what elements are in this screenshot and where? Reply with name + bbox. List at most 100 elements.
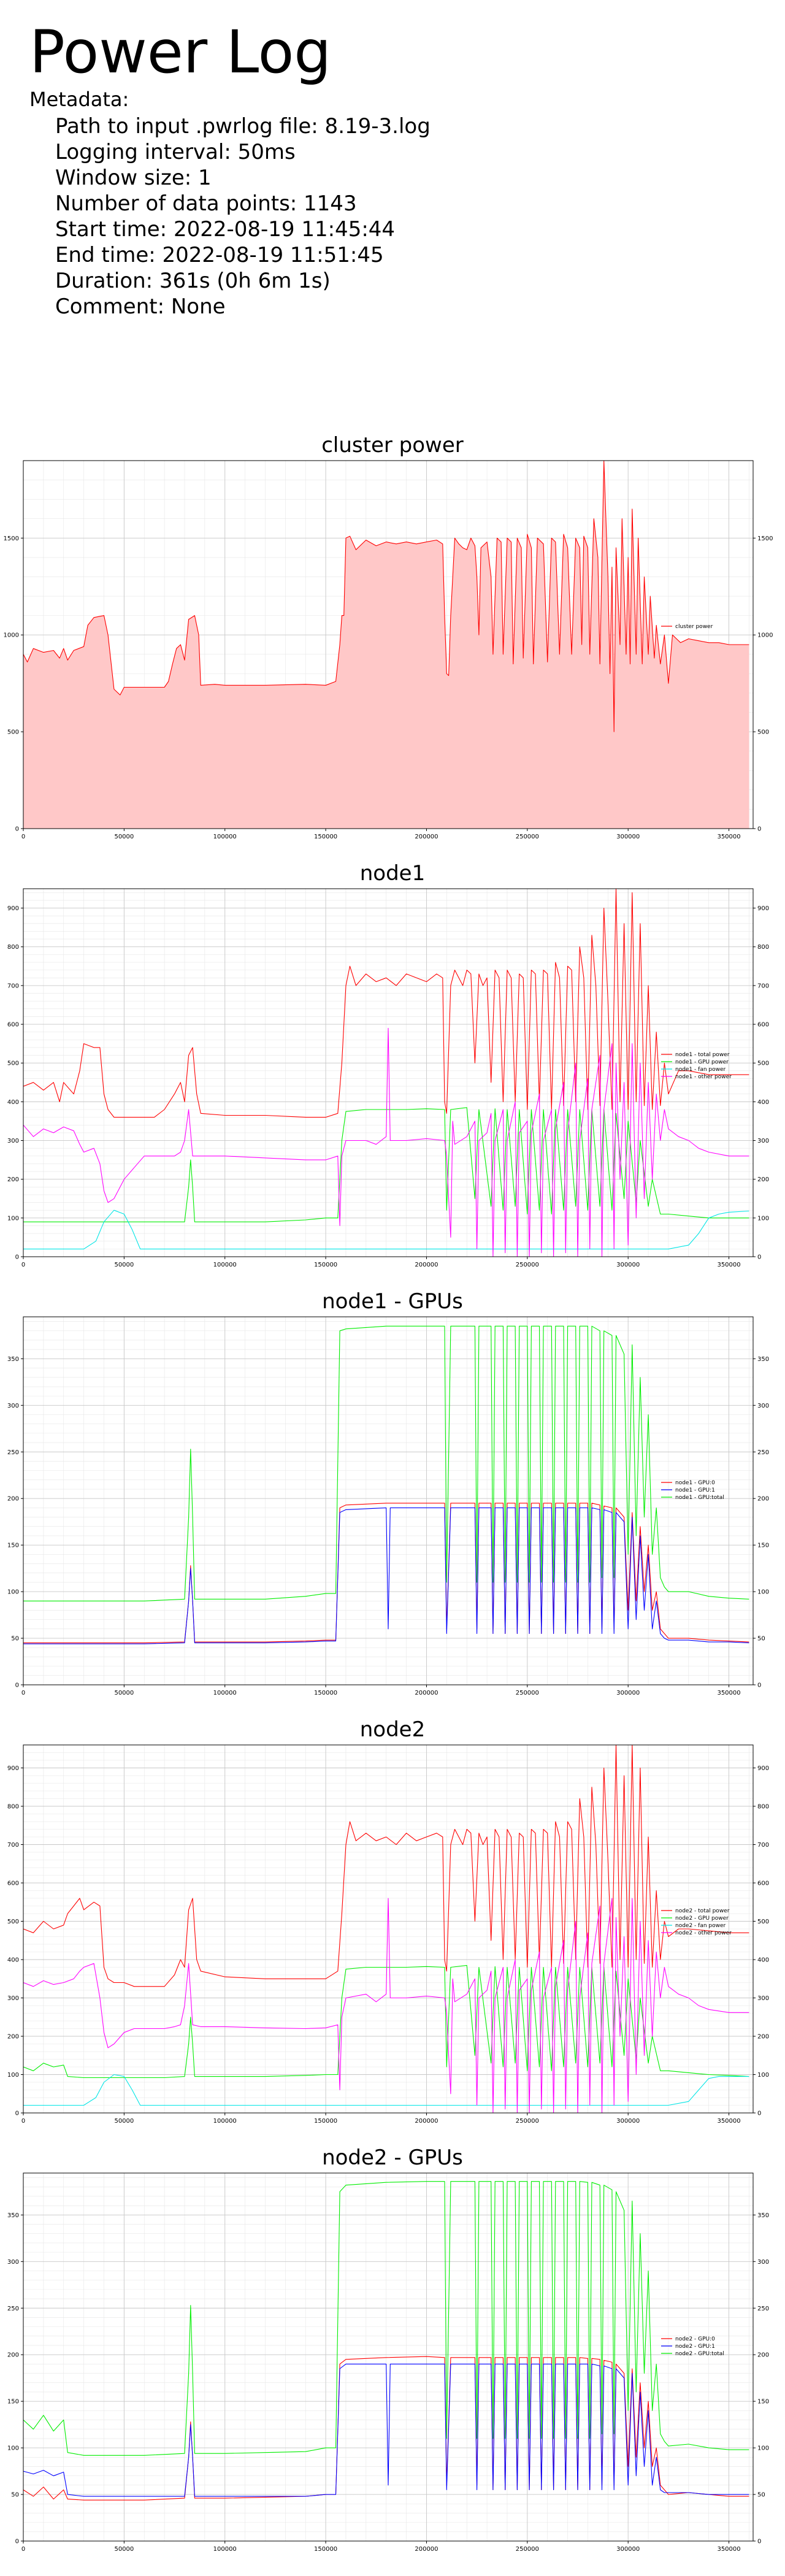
legend-label: node2 - GPU:total <box>675 2351 724 2357</box>
metadata-item: Start time: 2022-08-19 11:45:44 <box>55 217 396 242</box>
y-tick-label: 300 <box>7 1138 19 1144</box>
y-tick-label: 800 <box>7 1804 19 1811</box>
legend-label: node2 - GPU:0 <box>675 2336 715 2342</box>
major-grid <box>23 1745 753 2114</box>
x-tick-label: 300000 <box>616 2546 640 2553</box>
legend-label: node1 - GPU:0 <box>675 1480 715 1486</box>
series-line <box>23 1744 749 1987</box>
y-tick-label-right: 800 <box>757 944 769 951</box>
y-tick-label: 200 <box>7 2352 19 2359</box>
series-line <box>23 2363 749 2497</box>
y-tick-label-right: 800 <box>757 1804 769 1811</box>
metadata-heading: Metadata: <box>29 88 129 111</box>
y-tick-label: 1000 <box>4 632 19 639</box>
series-line <box>23 1503 749 1644</box>
y-tick-label-right: 200 <box>757 1496 769 1503</box>
y-tick-label-right: 600 <box>757 1880 769 1887</box>
plot-frame <box>23 888 754 1257</box>
node1-chart: 0 50000 100000 150000 200000 250000 300000 3500… <box>7 888 769 1268</box>
node2-chart: 0 50000 100000 150000 200000 250000 300000 3500… <box>7 1744 769 2125</box>
y-tick-label-right: 250 <box>757 1449 769 1456</box>
x-tick-label: 150000 <box>314 2546 337 2553</box>
legend-label: node2 - fan power <box>675 1923 726 1929</box>
x-tick-label: 250000 <box>516 1262 539 1268</box>
page-title: Power Log <box>29 18 332 86</box>
series-line <box>23 888 749 1118</box>
metadata-item: Comment: None <box>55 294 226 319</box>
y-tick-label-right: 400 <box>757 1957 769 1964</box>
y-tick-label-right: 700 <box>757 983 769 989</box>
x-tick-label: 150000 <box>314 834 337 840</box>
x-tick-label: 50000 <box>114 1690 134 1696</box>
x-tick-label: 100000 <box>213 2118 237 2125</box>
series-line <box>23 2181 749 2456</box>
y-tick-label-right: 250 <box>757 2306 769 2312</box>
y-tick-label-right: 300 <box>757 1403 769 1409</box>
x-tick-label: 200000 <box>415 2118 438 2125</box>
y-tick-label: 100 <box>7 1215 19 1222</box>
plot-frame <box>23 2172 754 2542</box>
y-tick-label: 0 <box>15 2539 19 2545</box>
legend-label: node2 - GPU:1 <box>675 2344 715 2350</box>
metadata-item: Path to input .pwrlog file: 8.19-3.log <box>55 114 431 139</box>
chart-title: node1 <box>359 861 426 886</box>
y-tick-label: 350 <box>7 1356 19 1363</box>
y-tick-label-right: 0 <box>757 2110 761 2117</box>
y-tick-label-right: 0 <box>757 1254 761 1261</box>
x-tick-label: 50000 <box>114 1262 134 1268</box>
node1-gpus-chart: 0 50000 100000 150000 200000 250000 300000 3500… <box>7 1316 769 1696</box>
y-tick-label-right: 900 <box>757 1765 769 1772</box>
y-tick-label-right: 0 <box>757 826 761 833</box>
plot-frame <box>23 460 754 829</box>
y-tick-label: 400 <box>7 1957 19 1964</box>
x-tick-label: 200000 <box>415 1262 438 1268</box>
x-tick-label: 300000 <box>616 2118 640 2125</box>
y-tick-label: 600 <box>7 1022 19 1029</box>
x-tick-label: 200000 <box>415 834 438 840</box>
legend-label: node2 - total power <box>675 1908 730 1914</box>
y-tick-label-right: 0 <box>757 2539 761 2545</box>
x-tick-label: 50000 <box>114 2118 134 2125</box>
y-tick-label-right: 150 <box>757 2399 769 2405</box>
legend-label: node1 - total power <box>675 1052 730 1058</box>
y-tick-label: 1500 <box>4 535 19 542</box>
y-tick-label-right: 400 <box>757 1099 769 1106</box>
y-tick-label-right: 200 <box>757 1176 769 1183</box>
y-tick-label: 350 <box>7 2212 19 2219</box>
y-tick-label-right: 500 <box>757 1919 769 1925</box>
y-tick-label: 0 <box>15 1682 19 1689</box>
x-tick-label: 200000 <box>415 2546 438 2553</box>
chart-title: node2 - GPUs <box>322 2145 463 2170</box>
chart-title: node1 - GPUs <box>322 1289 463 1314</box>
y-tick-label-right: 600 <box>757 1022 769 1029</box>
legend-label: node2 - other power <box>675 1930 732 1936</box>
y-tick-label: 700 <box>7 983 19 989</box>
legend-label: node1 - GPU:1 <box>675 1487 715 1493</box>
y-tick-label: 900 <box>7 905 19 912</box>
legend-label: node1 - GPU:total <box>675 1495 724 1501</box>
series-line <box>23 2074 749 2106</box>
metadata-list: Path to input .pwrlog file: 8.19-3.log L… <box>55 113 431 320</box>
y-tick-label: 800 <box>7 944 19 951</box>
x-tick-label: 100000 <box>213 834 237 840</box>
x-tick-label: 350000 <box>717 2546 740 2553</box>
cluster-power-chart: 0 50000 100000 150000 200000 250000 300000 3500… <box>4 460 773 840</box>
legend-label: node1 - fan power <box>675 1067 726 1073</box>
y-tick-label: 0 <box>15 1254 19 1261</box>
x-tick-label: 350000 <box>717 834 740 840</box>
y-tick-label: 700 <box>7 1842 19 1849</box>
y-tick-label-right: 100 <box>757 1589 769 1596</box>
x-tick-label: 250000 <box>516 834 539 840</box>
y-tick-label: 50 <box>11 1636 19 1643</box>
y-tick-label-right: 1000 <box>757 632 773 639</box>
x-tick-label: 150000 <box>314 1262 337 1268</box>
legend-label: node1 - GPU power <box>675 1059 729 1065</box>
y-tick-label-right: 900 <box>757 905 769 912</box>
y-tick-label-right: 350 <box>757 1356 769 1363</box>
chart-title: cluster power <box>321 433 464 458</box>
y-tick-label: 200 <box>7 2034 19 2041</box>
x-tick-label: 150000 <box>314 2118 337 2125</box>
x-tick-label: 250000 <box>516 2546 539 2553</box>
y-tick-label: 300 <box>7 2259 19 2266</box>
plot-frame <box>23 1744 754 2114</box>
